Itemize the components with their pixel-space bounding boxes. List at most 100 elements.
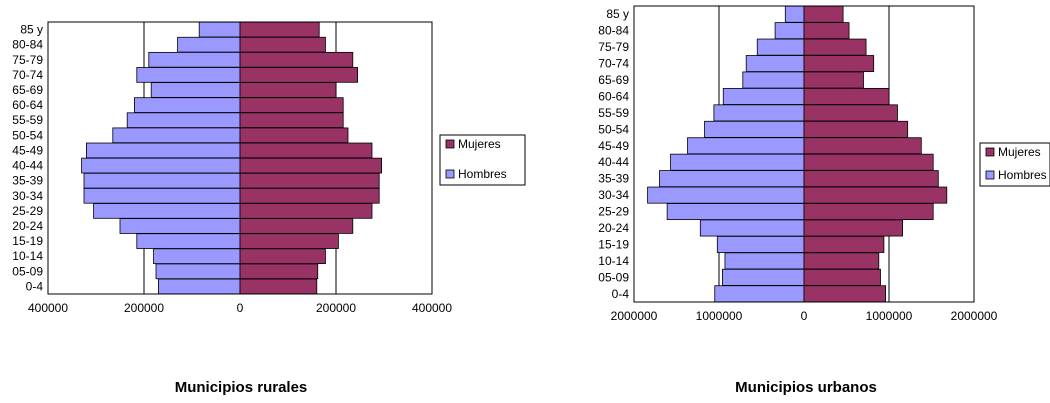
y-tick-label-rural-45-49: 45-49 xyxy=(12,143,43,157)
bar-mujeres-rural-35-39 xyxy=(239,172,380,189)
bar-mujeres-rural-10-14 xyxy=(239,248,326,265)
legend-swatch-rural-hombres xyxy=(445,169,455,179)
y-tick-label-urban-75-79: 75-79 xyxy=(598,40,629,54)
bar-mujeres-rural-75-79 xyxy=(239,51,354,68)
y-tick-label-rural-15-19: 15-19 xyxy=(12,234,43,248)
bar-hombres-rural-05-09 xyxy=(155,263,241,280)
chart-title-rural: Municipios rurales xyxy=(174,379,308,396)
x-tick-label-urban-1: 1000000 xyxy=(696,309,743,323)
y-tick-label-urban-10-14: 10-14 xyxy=(598,254,629,268)
bar-hombres-rural-10-14 xyxy=(153,248,241,265)
x-tick-label-rural-1: 200000 xyxy=(124,301,164,315)
bar-mujeres-urban-85 y xyxy=(803,5,844,23)
legend-swatch-urban-hombres xyxy=(985,170,995,180)
bar-hombres-urban-60-64 xyxy=(722,87,805,105)
y-tick-label-urban-50-54: 50-54 xyxy=(598,122,629,136)
y-tick-label-rural-65-69: 65-69 xyxy=(12,83,43,97)
bar-hombres-urban-45-49 xyxy=(687,137,805,155)
bar-mujeres-rural-40-44 xyxy=(239,157,383,174)
bar-hombres-rural-60-64 xyxy=(133,97,241,113)
y-tick-label-urban-0-4: 0-4 xyxy=(612,287,630,301)
x-tick-label-urban-0: 2000000 xyxy=(611,309,658,323)
y-tick-label-rural-85 y: 85 y xyxy=(20,23,43,37)
legend-label-urban-hombres: Hombres xyxy=(998,168,1047,182)
y-tick-label-urban-15-19: 15-19 xyxy=(598,237,629,251)
bar-hombres-urban-55-59 xyxy=(713,104,805,122)
bar-hombres-rural-35-39 xyxy=(83,172,241,189)
bar-hombres-urban-85 y xyxy=(784,5,805,23)
bar-hombres-urban-0-4 xyxy=(714,285,805,303)
bar-mujeres-urban-65-69 xyxy=(803,71,864,89)
bar-mujeres-rural-85 y xyxy=(239,21,320,38)
y-tick-label-rural-30-34: 30-34 xyxy=(12,189,43,203)
x-tick-label-rural-3: 200000 xyxy=(316,301,356,315)
bar-hombres-rural-75-79 xyxy=(148,51,241,68)
y-tick-label-rural-40-44: 40-44 xyxy=(12,159,43,173)
bar-hombres-urban-05-09 xyxy=(722,268,805,286)
y-tick-label-urban-65-69: 65-69 xyxy=(598,73,629,87)
bar-hombres-urban-40-44 xyxy=(670,153,805,171)
bar-mujeres-rural-55-59 xyxy=(239,112,344,129)
bar-hombres-urban-65-69 xyxy=(742,71,805,89)
bar-mujeres-rural-45-49 xyxy=(239,142,373,159)
bar-mujeres-rural-0-4 xyxy=(239,278,318,295)
y-tick-label-urban-40-44: 40-44 xyxy=(598,155,629,169)
legend-swatch-rural-mujeres xyxy=(445,139,455,149)
y-tick-label-rural-35-39: 35-39 xyxy=(12,174,43,188)
chart-urban: 0-4 05-09 10-14 15-19 20-24 25-29 30-34 35-39 40… xyxy=(598,5,1050,323)
bar-hombres-urban-35-39 xyxy=(659,170,805,188)
bar-hombres-rural-65-69 xyxy=(150,82,241,98)
bar-mujeres-rural-30-34 xyxy=(239,187,380,204)
bar-mujeres-rural-70-74 xyxy=(239,67,358,83)
y-tick-label-urban-20-24: 20-24 xyxy=(598,221,629,235)
bar-mujeres-rural-80-84 xyxy=(239,36,326,53)
bar-hombres-rural-25-29 xyxy=(93,203,241,219)
bar-mujeres-urban-60-64 xyxy=(803,87,890,105)
bar-mujeres-rural-25-29 xyxy=(239,203,373,219)
chart-rural: 0-405-0910-1415-1920-2425-2930-3435-3940… xyxy=(12,21,526,315)
bar-hombres-rural-50-54 xyxy=(112,127,241,144)
y-tick-label-rural-25-29: 25-29 xyxy=(12,204,43,218)
y-tick-label-rural-60-64: 60-64 xyxy=(12,98,43,112)
x-tick-label-urban-2: 0 xyxy=(801,309,808,323)
bar-mujeres-urban-05-09 xyxy=(803,268,881,286)
y-tick-label-rural-05-09: 05-09 xyxy=(12,264,43,278)
x-tick-label-rural-0: 400000 xyxy=(28,301,68,315)
bar-hombres-urban-80-84 xyxy=(774,22,805,40)
bar-mujeres-urban-70-74 xyxy=(803,55,875,73)
y-tick-label-rural-70-74: 70-74 xyxy=(12,68,43,82)
y-tick-label-urban-85 y: 85 y xyxy=(606,7,629,21)
bar-hombres-rural-15-19 xyxy=(136,233,241,249)
bar-hombres-urban-50-54 xyxy=(704,120,805,138)
legend-label-urban-mujeres: Mujeres xyxy=(998,145,1041,159)
y-tick-label-urban-45-49: 45-49 xyxy=(598,139,629,153)
y-tick-label-urban-60-64: 60-64 xyxy=(598,89,629,103)
bar-hombres-rural-70-74 xyxy=(136,67,241,83)
bar-hombres-rural-45-49 xyxy=(86,142,241,159)
bar-mujeres-urban-55-59 xyxy=(803,104,898,122)
x-tick-label-rural-2: 0 xyxy=(237,301,244,315)
bar-mujeres-urban-10-14 xyxy=(803,252,880,270)
y-tick-label-urban-05-09: 05-09 xyxy=(598,270,629,284)
bar-mujeres-urban-40-44 xyxy=(803,153,934,171)
bar-mujeres-urban-45-49 xyxy=(803,137,922,155)
bar-mujeres-rural-05-09 xyxy=(239,263,319,280)
bar-mujeres-rural-20-24 xyxy=(239,218,354,234)
bar-hombres-rural-85 y xyxy=(198,21,241,38)
bar-hombres-urban-70-74 xyxy=(745,55,805,73)
bar-hombres-rural-0-4 xyxy=(157,278,241,295)
legend-label-rural-hombres: Hombres xyxy=(458,167,507,181)
y-tick-label-rural-10-14: 10-14 xyxy=(12,249,43,263)
y-tick-label-rural-0-4: 0-4 xyxy=(26,279,44,293)
bar-hombres-urban-10-14 xyxy=(724,252,805,270)
y-tick-label-rural-50-54: 50-54 xyxy=(12,128,43,142)
bar-mujeres-urban-80-84 xyxy=(803,22,850,40)
bar-mujeres-urban-20-24 xyxy=(803,219,903,237)
bar-hombres-urban-25-29 xyxy=(666,203,805,221)
bar-mujeres-urban-0-4 xyxy=(803,285,886,303)
x-tick-label-rural-4: 400000 xyxy=(412,301,452,315)
bar-mujeres-rural-65-69 xyxy=(239,82,337,98)
x-tick-label-urban-3: 1000000 xyxy=(866,309,913,323)
bar-hombres-rural-30-34 xyxy=(83,187,241,204)
